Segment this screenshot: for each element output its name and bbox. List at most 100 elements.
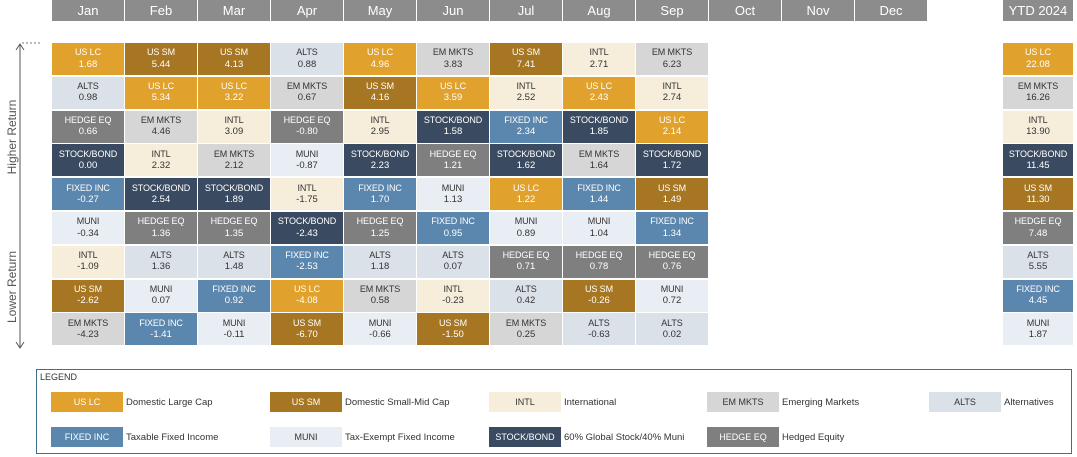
cell-return-value: 0.42 [516,295,536,307]
cell-asset-label: INTL [78,250,98,261]
cell-asset-label: MUNI [441,182,465,193]
cell-return-value: 0.92 [224,295,244,307]
cell-return-value: 1.13 [443,193,463,205]
ytd-cell-rank-6: HEDGE EQ 7.48 [1003,212,1073,244]
cell-asset-label: INTL [151,148,171,159]
return-axis: Higher Return Lower Return [0,40,48,352]
return-cell-apr-rank-1: ALTS 0.88 [271,43,343,75]
cell-asset-label: HEDGE EQ [137,216,185,227]
lower-return-label: Lower Return [5,250,19,324]
cell-return-value: 2.71 [589,58,609,70]
cell-return-value: -0.80 [296,126,318,138]
return-cell-feb-rank-6: HEDGE EQ 1.36 [125,212,197,244]
return-cell-sep-rank-9: ALTS 0.02 [636,313,708,346]
cell-return-value: -0.66 [369,329,391,341]
cell-return-value: 0.58 [370,295,390,307]
cell-asset-label: MUNI [514,216,538,227]
cell-asset-label: FIXED INC [212,284,256,295]
cell-asset-label: MUNI [222,317,246,328]
month-header-nov: Nov [782,0,854,21]
cell-return-value: 0.95 [443,227,463,239]
return-cell-aug-rank-3: STOCK/BOND 1.85 [563,110,635,143]
legend-description: Tax-Exempt Fixed Income [345,431,455,443]
cell-return-value: 0.98 [78,92,98,104]
cell-asset-label: INTL [370,115,390,126]
cell-asset-label: MUNI [1026,317,1050,328]
month-header-aug: Aug [563,0,635,21]
return-cell-jun-rank-5: MUNI 1.13 [417,178,489,211]
month-header-jan: Jan [52,0,124,21]
cell-return-value: -0.34 [77,227,99,239]
cell-return-value: 4.96 [370,58,390,70]
legend-swatch: MUNI [270,427,342,447]
cell-asset-label: ALTS [150,250,172,261]
cell-return-value: 7.41 [516,58,536,70]
return-cell-jan-rank-6: MUNI -0.34 [52,212,124,244]
cell-asset-label: US LC [512,182,539,193]
return-cell-may-rank-8: EM MKTS 0.58 [344,279,416,312]
cell-asset-label: US SM [657,182,686,193]
return-cell-mar-rank-7: ALTS 1.48 [198,245,270,278]
cell-return-value: 1.36 [151,261,171,273]
cell-return-value: 0.71 [516,261,536,273]
legend-item-hedgeeq: HEDGE EQ Hedged Equity [707,427,844,447]
month-header-feb: Feb [125,0,197,21]
return-cell-feb-rank-3: EM MKTS 4.46 [125,110,197,143]
cell-asset-label: STOCK/BOND [204,182,264,193]
cell-asset-label: STOCK/BOND [1008,148,1068,159]
cell-return-value: 3.22 [224,92,244,104]
cell-return-value: 2.52 [516,92,536,104]
cell-return-value: -0.23 [442,295,464,307]
cell-asset-label: US LC [293,284,320,295]
return-cell-apr-rank-6: STOCK/BOND -2.43 [271,212,343,244]
cell-return-value: 1.18 [370,261,390,273]
cell-asset-label: EM MKTS [432,47,474,58]
cell-return-value: 1.22 [516,193,536,205]
return-cell-may-rank-1: US LC 4.96 [344,43,416,75]
cell-asset-label: ALTS [223,250,245,261]
legend-item-ussm: US SM Domestic Small-Mid Cap [270,392,450,412]
legend-description: Alternatives [1004,396,1054,408]
cell-asset-label: MUNI [368,317,392,328]
cell-asset-label: FIXED INC [139,317,183,328]
cell-return-value: 0.67 [297,92,317,104]
cell-asset-label: EM MKTS [359,284,401,295]
cell-asset-label: MUNI [76,216,100,227]
cell-return-value: 1.48 [224,261,244,273]
legend-description: Emerging Markets [782,396,860,408]
return-cell-jul-rank-3: FIXED INC 2.34 [490,110,562,143]
return-cell-sep-rank-4: STOCK/BOND 1.72 [636,144,708,177]
legend-swatch: ALTS [929,392,1001,412]
return-cell-jan-rank-8: US SM -2.62 [52,279,124,312]
return-cell-mar-rank-5: STOCK/BOND 1.89 [198,178,270,211]
ytd-cell-rank-2: EM MKTS 16.26 [1003,76,1073,109]
cell-asset-label: EM MKTS [67,317,109,328]
cell-return-value: 5.44 [151,58,171,70]
cell-return-value: -0.27 [77,193,99,205]
return-cell-aug-rank-9: ALTS -0.63 [563,313,635,346]
cell-asset-label: US LC [439,81,466,92]
cell-return-value: 3.83 [443,58,463,70]
return-cell-jan-rank-9: EM MKTS -4.23 [52,313,124,346]
cell-asset-label: STOCK/BOND [423,115,483,126]
cell-asset-label: US SM [438,317,467,328]
return-cell-sep-rank-7: HEDGE EQ 0.76 [636,245,708,278]
cell-asset-label: MUNI [587,216,611,227]
cell-return-value: 4.16 [370,92,390,104]
cell-return-value: -4.23 [77,329,99,341]
cell-asset-label: EM MKTS [213,148,255,159]
ytd-cell-rank-8: FIXED INC 4.45 [1003,279,1073,312]
cell-return-value: 4.46 [151,126,171,138]
return-cell-jun-rank-6: FIXED INC 0.95 [417,212,489,244]
cell-asset-label: US LC [74,47,101,58]
cell-asset-label: US SM [584,284,613,295]
return-cell-aug-rank-5: FIXED INC 1.44 [563,178,635,211]
return-cell-apr-rank-2: EM MKTS 0.67 [271,76,343,109]
return-cell-apr-rank-8: US LC -4.08 [271,279,343,312]
month-header-jul: Jul [490,0,562,21]
legend-swatch: HEDGE EQ [707,427,779,447]
cell-return-value: 1.62 [516,160,536,172]
return-cell-aug-rank-8: US SM -0.26 [563,279,635,312]
return-cell-jul-rank-6: MUNI 0.89 [490,212,562,244]
legend-swatch: INTL [489,392,561,412]
